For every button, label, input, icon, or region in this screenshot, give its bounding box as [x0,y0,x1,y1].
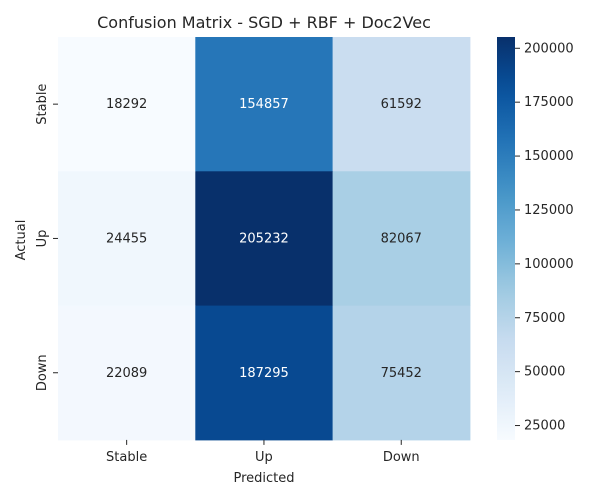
colorbar-tick-label: 200000 [524,41,574,56]
x-tick-label: Stable [106,450,147,465]
heatmap-grid: 18292 154857 61592 24455 205232 82067 22089 187… [58,37,471,441]
heatmap-cell [58,305,196,441]
cell-value-label: 24455 [106,231,147,246]
colorbar-tick-label: 25000 [524,419,565,434]
colorbar-tick-label: 175000 [524,95,574,110]
y-axis-label: Actual [14,220,29,261]
cell-value-label: 61592 [381,97,422,112]
colorbar-tick-label: 100000 [524,257,574,272]
cell-value-label: 187295 [239,366,289,381]
heatmap-cell [195,37,334,172]
cell-value-label: 22089 [106,366,147,381]
heatmap-cell [332,171,471,307]
x-tick-label: Down [383,450,420,465]
cell-value-label: 154857 [239,97,289,112]
cell-value-label: 18292 [106,97,147,112]
colorbar: 25000 50000 75000 100000 125000 150000 175000 2… [497,37,574,440]
y-axis: Stable Up Down [35,84,58,391]
colorbar-gradient [497,37,515,440]
cell-value-label: 82067 [381,231,422,246]
x-tick-label: Up [255,450,273,465]
heatmap-cell [58,37,196,172]
heatmap-cell [195,171,334,307]
colorbar-tick-label: 50000 [524,365,565,380]
y-tick-label: Stable [35,84,50,125]
x-axis-label: Predicted [233,471,294,486]
y-tick-label: Up [35,230,50,248]
cell-value-label: 205232 [239,231,289,246]
cell-value-label: 75452 [381,366,422,381]
colorbar-tick-label: 75000 [524,311,565,326]
y-tick-label: Down [35,354,50,391]
heatmap-cell [332,305,471,441]
colorbar-tick-label: 125000 [524,203,574,218]
x-axis: Stable Up Down [106,439,420,465]
chart-title: Confusion Matrix - SGD + RBF + Doc2Vec [97,13,431,32]
heatmap-cell [58,171,196,307]
heatmap-cell [195,305,334,441]
colorbar-tick-label: 150000 [524,149,574,164]
heatmap-cell [332,37,471,172]
